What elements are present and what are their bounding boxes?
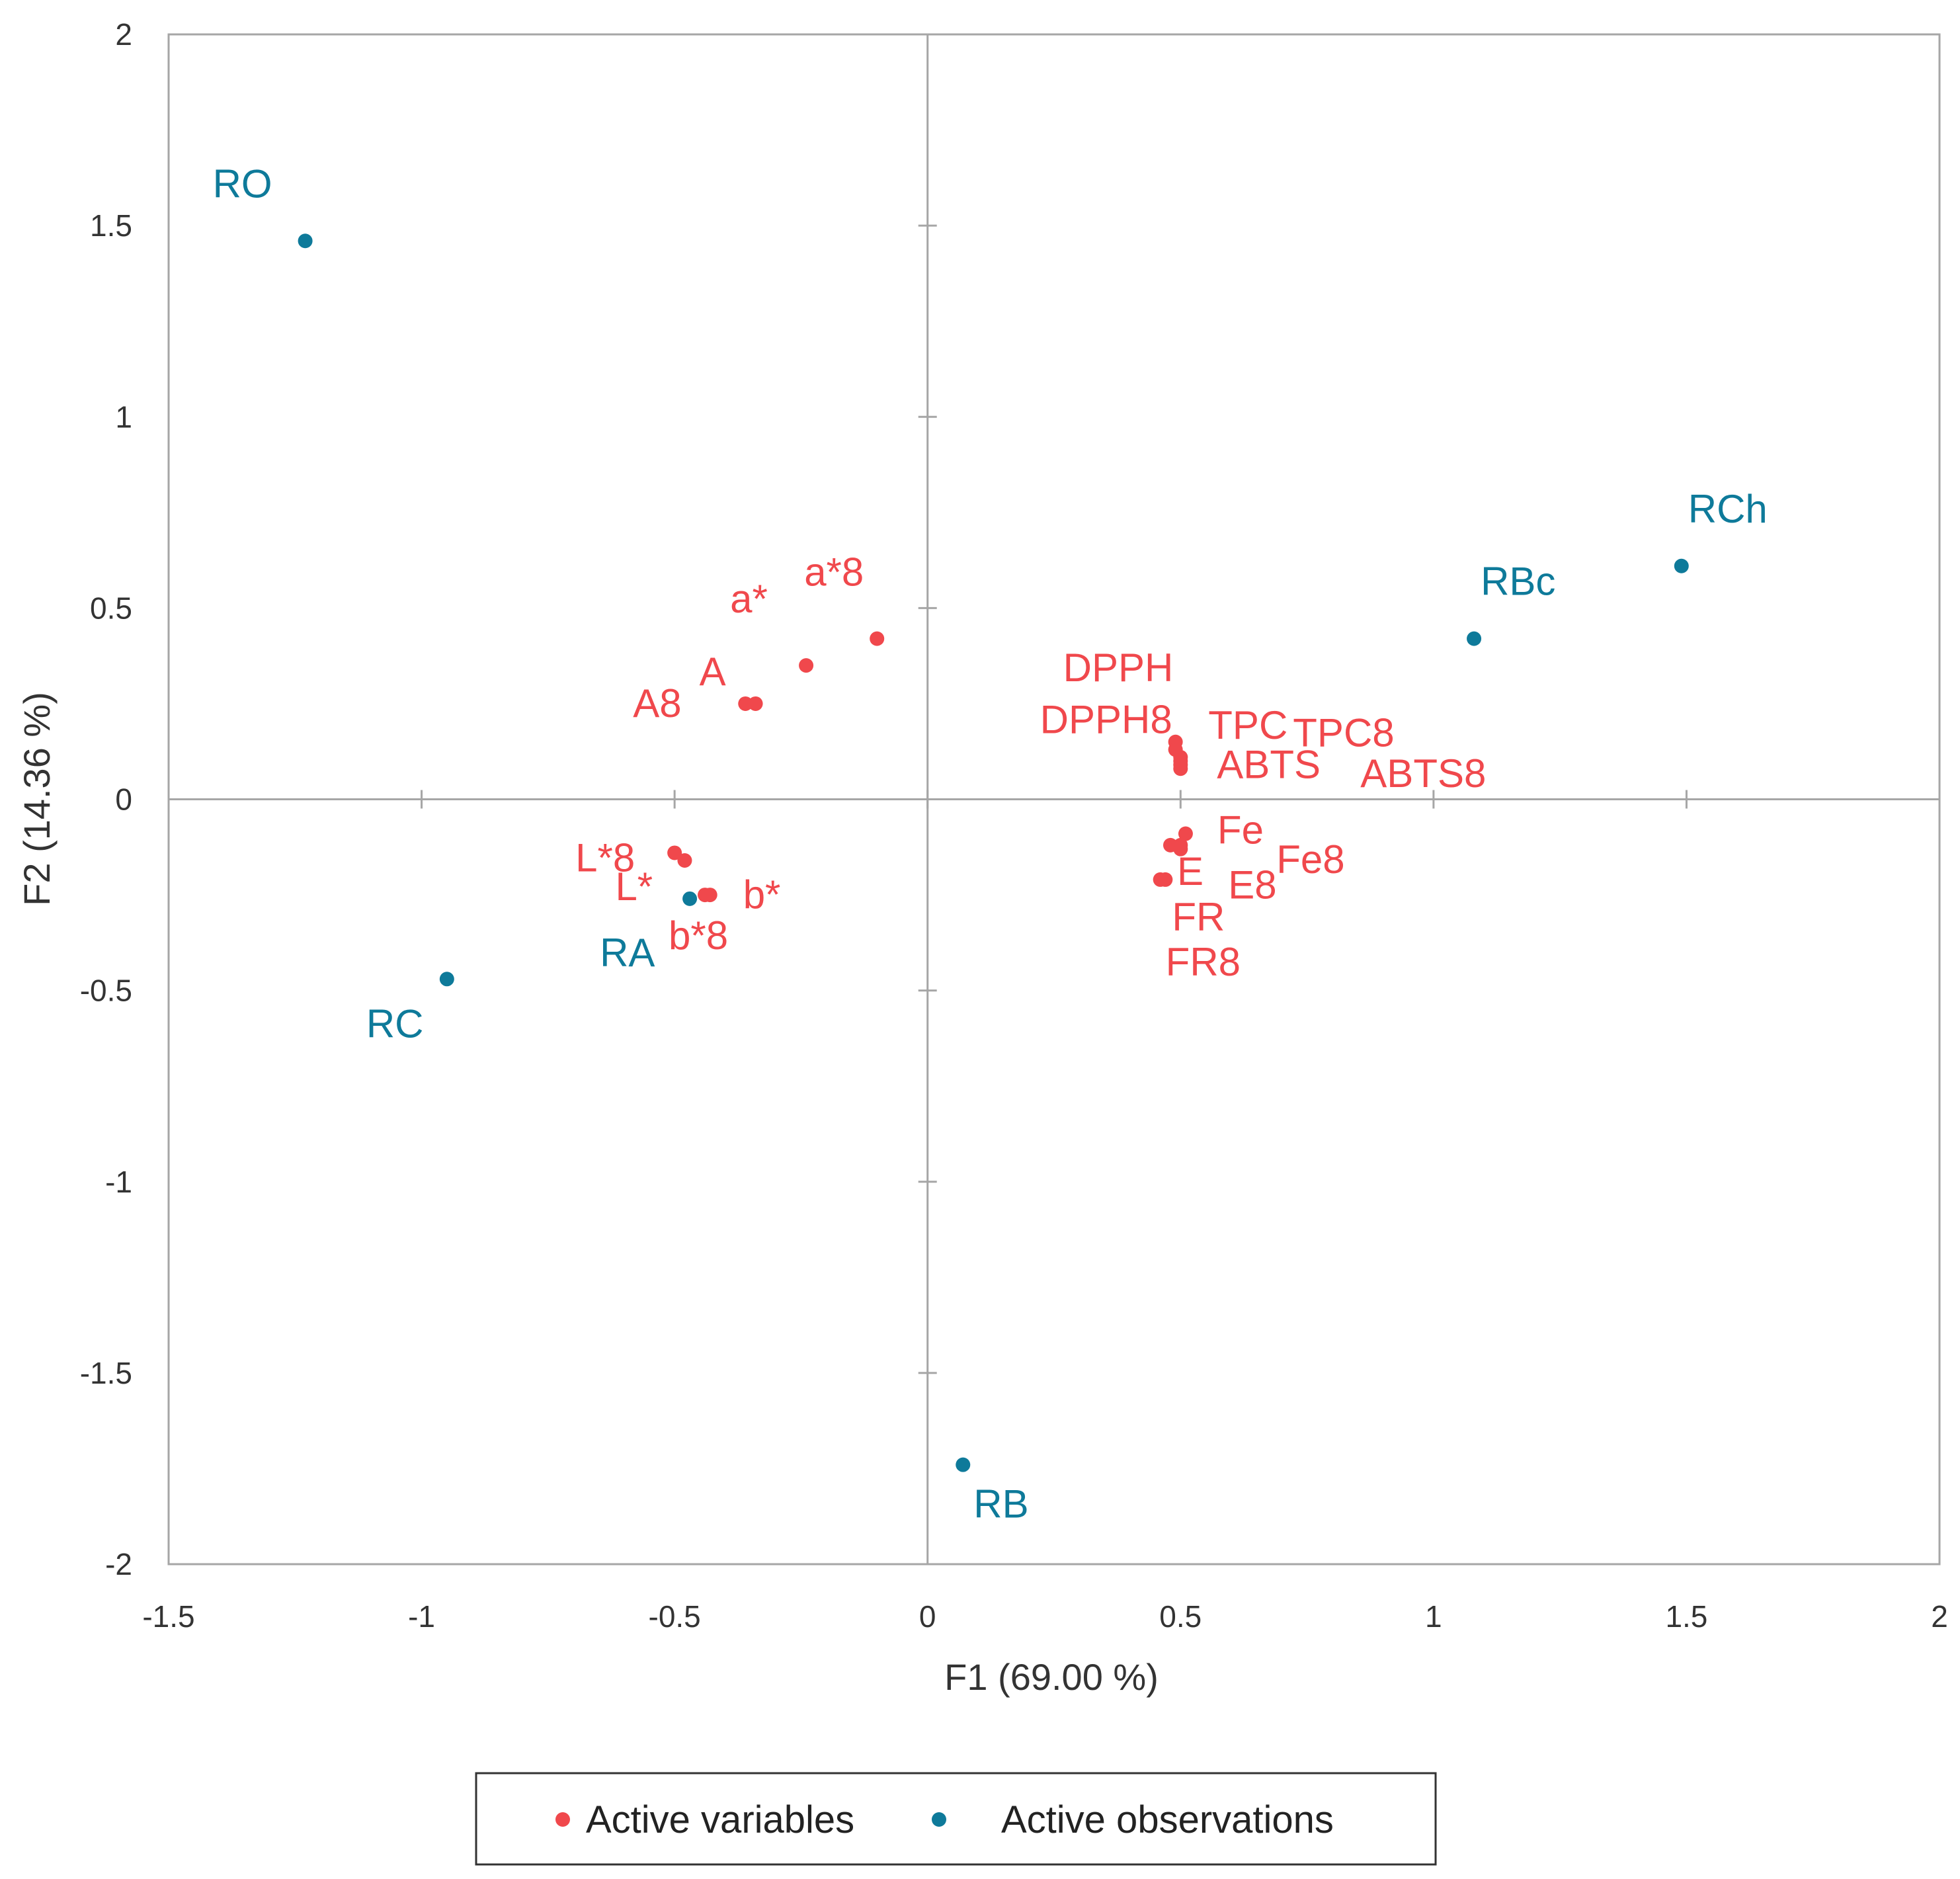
point-RCh — [1674, 558, 1689, 573]
point-label-RBc: RBc — [1481, 560, 1555, 604]
legend-marker-variables — [555, 1812, 570, 1827]
point-A8 — [738, 696, 753, 711]
y-tick-label: -1 — [105, 1165, 132, 1199]
x-tick-label: 1.5 — [1665, 1599, 1707, 1634]
point-a* — [799, 658, 814, 673]
data-points — [298, 233, 1689, 1472]
point-label-DPPH8: DPPH8 — [1040, 697, 1172, 741]
legend-label-variables: Active variables — [586, 1798, 854, 1841]
point-label-RA: RA — [600, 931, 655, 975]
point-label-ABTS8: ABTS8 — [1360, 751, 1486, 796]
y-tick-label: 2 — [115, 17, 132, 52]
point-b*8 — [698, 888, 713, 903]
point-label-E: E — [1177, 849, 1204, 894]
point-label-a*8: a*8 — [804, 550, 864, 595]
x-axis-title: F1 (69.00 %) — [944, 1656, 1159, 1698]
point-label-A: A — [700, 649, 726, 694]
point-label-TPC: TPC — [1208, 703, 1287, 747]
point-a*8 — [870, 631, 885, 646]
y-tick-label: 0.5 — [90, 591, 132, 625]
legend-marker-observations — [932, 1812, 946, 1827]
point-A — [748, 696, 763, 711]
point-L*8 — [667, 845, 682, 860]
point-L* — [677, 853, 692, 868]
point-label-b*8: b*8 — [669, 913, 728, 958]
point-RO — [298, 233, 313, 249]
point-label-TPC8: TPC8 — [1293, 711, 1394, 755]
x-tick-label: 1 — [1425, 1599, 1442, 1634]
point-Fe — [1178, 826, 1193, 841]
point-RA — [682, 891, 698, 906]
point-label-L*8: L*8 — [575, 835, 635, 880]
x-tick-label: 0 — [919, 1599, 936, 1634]
point-label-A8: A8 — [633, 681, 681, 726]
x-tick-label: 0.5 — [1159, 1599, 1202, 1634]
y-tick-label: 1.5 — [90, 208, 132, 243]
y-tick-label: -0.5 — [80, 974, 132, 1008]
y-tick-label: 0 — [115, 782, 132, 817]
point-RB — [956, 1457, 971, 1472]
point-label-Fe: Fe — [1217, 808, 1264, 853]
legend-box — [475, 1772, 1437, 1866]
x-tick-label: 2 — [1931, 1599, 1948, 1634]
point-label-RO: RO — [213, 161, 272, 206]
point-label-a*: a* — [730, 577, 768, 621]
point-label-Fe8: Fe8 — [1276, 837, 1344, 882]
y-axis-title: F2 (14.36 %) — [16, 692, 58, 906]
x-tick-label: -1.5 — [142, 1599, 194, 1634]
x-axis-ticks: -1.5 -1 -0.5 0 0.5 1 1.5 2 — [142, 790, 1948, 1634]
y-tick-label: -2 — [105, 1547, 132, 1581]
point-label-L*: L* — [615, 864, 653, 909]
point-label-FR: FR — [1172, 895, 1225, 939]
y-axis-ticks: -2 -1.5 -1 -0.5 0 0.5 1 1.5 2 — [80, 17, 937, 1581]
point-E8 — [1173, 841, 1188, 856]
y-tick-label: -1.5 — [80, 1356, 132, 1390]
x-tick-label: -0.5 — [649, 1599, 701, 1634]
point-label-FR8: FR8 — [1166, 940, 1241, 984]
point-FR8 — [1153, 872, 1168, 887]
y-tick-label: 1 — [115, 399, 132, 434]
point-label-E8: E8 — [1228, 863, 1276, 907]
legend: Active variables Active observations — [475, 1772, 1437, 1866]
legend-label-observations: Active observations — [1001, 1798, 1334, 1841]
x-tick-label: -1 — [408, 1599, 435, 1634]
point-label-RC: RC — [366, 1001, 424, 1046]
point-label-RCh: RCh — [1688, 487, 1768, 531]
point-label-ABTS: ABTS — [1217, 742, 1321, 786]
point-RC — [439, 972, 454, 987]
point-RBc — [1467, 631, 1482, 646]
point-label-DPPH: DPPH — [1063, 646, 1174, 690]
point-label-RB: RB — [973, 1482, 1028, 1526]
point-label-b*: b* — [743, 872, 781, 917]
point-ABTS8 — [1173, 761, 1188, 776]
